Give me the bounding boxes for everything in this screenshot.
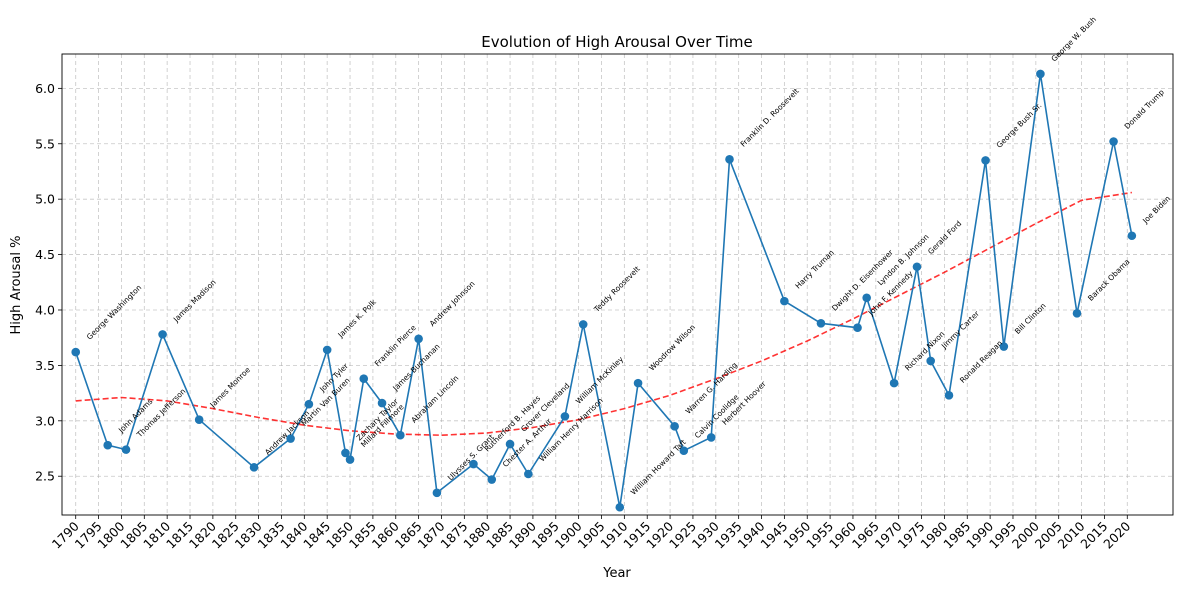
data-point: [816, 318, 826, 328]
data-point: [103, 440, 113, 450]
y-tick-label: 4.0: [35, 302, 55, 317]
data-point: [1072, 309, 1082, 318]
data-point-label: Richard Nixon: [903, 329, 946, 372]
y-axis-label: High Arousal %: [9, 236, 24, 335]
data-point: [414, 334, 423, 344]
y-tick-label: 5.5: [35, 136, 55, 151]
grid-lines: [62, 54, 1173, 515]
data-point-label: Barack Obama: [1086, 257, 1132, 303]
data-point: [469, 459, 478, 469]
data-point: [889, 378, 899, 388]
data-point: [725, 154, 734, 164]
y-tick-label: 4.5: [35, 247, 55, 262]
data-point-label: William Howard Taft: [629, 438, 688, 497]
data-point: [487, 475, 497, 484]
data-point: [249, 463, 259, 472]
data-point: [944, 391, 954, 400]
data-point: [670, 422, 679, 431]
data-point-label: Donald Trump: [1123, 87, 1167, 131]
data-point-label: Bill Clinton: [1013, 301, 1048, 336]
data-point: [304, 399, 314, 409]
chart-title: Evolution of High Arousal Over Time: [481, 33, 752, 51]
data-point: [706, 433, 716, 442]
data-point-label: George Washington: [85, 283, 144, 342]
data-point: [999, 342, 1009, 351]
y-tick-label: 2.5: [35, 469, 55, 484]
data-point: [71, 347, 81, 357]
data-point-layer: [71, 69, 1137, 512]
data-point-label: Jimmy Carter: [939, 309, 982, 352]
x-axis-ticks: 1790179518001805181018151820182518301835…: [49, 515, 1133, 552]
data-point-label: Franklin D. Roosevelt: [739, 86, 801, 148]
data-point: [377, 398, 387, 408]
plot-frame: [61, 53, 1174, 516]
data-point: [345, 455, 355, 464]
data-point: [926, 356, 935, 366]
data-point: [1127, 231, 1137, 241]
y-tick-label: 6.0: [35, 81, 55, 96]
trend-line: [75, 191, 1133, 437]
data-point-label: George W. Bush: [1049, 15, 1098, 64]
data-point: [194, 415, 204, 424]
data-point: [158, 330, 167, 339]
y-tick-label: 3.0: [35, 413, 55, 428]
y-axis-ticks: 2.5 3.0 3.5 4.0 4.5 5.0 5.5 6.0: [35, 81, 62, 484]
data-point: [341, 448, 350, 458]
data-point-label: Andrew Johnson: [428, 279, 477, 328]
data-point-label: Joe Biden: [1140, 194, 1172, 226]
data-point: [505, 439, 515, 449]
data-point: [524, 469, 533, 479]
data-point: [286, 434, 295, 443]
x-axis-label: Year: [602, 566, 631, 581]
series-line: [74, 73, 1133, 508]
data-point: [780, 296, 789, 306]
data-point: [1109, 137, 1118, 146]
data-point-label: Teddy Roosevelt: [592, 264, 642, 314]
data-point: [615, 502, 625, 512]
x-tick-label: 2020: [1100, 518, 1133, 551]
data-point: [862, 293, 871, 303]
data-point: [1036, 69, 1045, 79]
data-point-label: Ronald Reagan: [958, 338, 1004, 384]
data-point: [121, 445, 131, 454]
series-line-layer: [74, 73, 1133, 508]
y-tick-label: 5.0: [35, 192, 55, 207]
data-point-label: James Monroe: [208, 365, 253, 410]
data-point: [981, 156, 990, 165]
data-point-label: James K. Polk: [336, 297, 379, 340]
data-point: [432, 488, 442, 498]
data-point: [853, 323, 862, 333]
data-point: [322, 345, 332, 355]
data-point-label: James Madison: [171, 278, 218, 325]
data-point: [560, 412, 570, 421]
data-point: [359, 374, 369, 383]
data-point: [679, 446, 689, 456]
data-point: [578, 320, 588, 329]
data-point-label: Abraham Lincoln: [409, 373, 460, 424]
y-tick-label: 3.5: [35, 358, 55, 373]
data-point: [912, 262, 922, 272]
trend-line-layer: [75, 191, 1133, 437]
data-point: [396, 430, 405, 440]
data-point: [633, 378, 643, 388]
